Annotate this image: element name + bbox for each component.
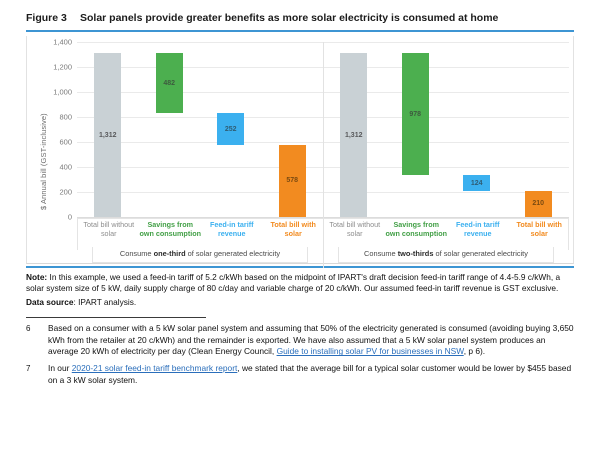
footnote-6: 6 Based on a consumer with a 5 kW solar … [26, 323, 574, 358]
x-axis-category-label: Savings from own consumption [385, 220, 448, 238]
footnote-link[interactable]: 2020-21 solar feed-in tariff benchmark r… [71, 363, 238, 373]
y-axis-title: $ Annual bill (GST-inclusive) [33, 0, 48, 210]
y-axis-title-label: $ Annual bill (GST-inclusive) [39, 113, 48, 210]
chart-bottom-divider [26, 266, 574, 268]
footnote-body: In our 2020-21 solar feed-in tariff benc… [48, 363, 574, 386]
figure-heading: Figure 3 Solar panels provide greater be… [0, 0, 600, 25]
data-source-label: Data source [26, 296, 74, 307]
category-label-band: Total bill without solar Savings from own… [77, 218, 569, 250]
x-axis-category-label: Feed-in tariff revenue [455, 220, 500, 238]
footnote-text-part2: , p 6). [463, 346, 486, 357]
footnote-separator [26, 317, 206, 319]
group-caption-band: Consume one-third of solar generated ele… [77, 242, 569, 263]
footnote-body: Based on a consumer with a 5 kW solar pa… [48, 323, 574, 358]
bar-blue: 124 [463, 175, 491, 191]
footnote-number: 6 [26, 324, 31, 334]
x-axis-category-label: Total bill with solar [516, 220, 562, 238]
figure-label: Figure 3 [26, 12, 67, 24]
chart-note: Note: In this example, we used a feed-in… [26, 272, 574, 295]
bar-green: 978 [401, 53, 429, 176]
footnote-text-part1: In our [48, 363, 72, 373]
y-axis-tick-label: 200 [59, 187, 72, 197]
plot-area: 0 200 400 600 800 1,000 1,200 1,400 1,312 482 252 5… [53, 38, 569, 268]
y-axis-tick-label: 400 [59, 162, 72, 172]
figure-title: Solar panels provide greater benefits as… [80, 12, 499, 24]
bar-blue: 252 [217, 113, 245, 145]
footnote-text-part1: Based on a consumer with a 5 kW solar pa… [48, 323, 574, 357]
y-axis-tick-label: 600 [59, 137, 72, 147]
bar-grey: 1,312 [340, 53, 368, 217]
bar-grey: 1,312 [94, 53, 122, 217]
footnote-text-part2: , we stated that the average bill for a … [48, 363, 572, 385]
y-axis-tick-label: 1,000 [53, 87, 72, 97]
group-caption: Consume one-third of solar generated ele… [91, 247, 309, 263]
data-source-text: : IPART analysis. [73, 296, 137, 307]
x-axis-category-label: Savings from own consumption [139, 220, 202, 238]
x-axis-category-label: Total bill with solar [270, 220, 316, 238]
footnote-7: 7 In our 2020-21 solar feed-in tariff be… [26, 363, 574, 386]
footnote-link[interactable]: Guide to installing solar PV for busines… [276, 346, 464, 357]
y-axis-tick-label: 800 [59, 112, 72, 122]
data-source: Data source: IPART analysis. [26, 297, 574, 308]
y-axis-tick-label: 0 [67, 212, 72, 222]
x-axis-category-label: Feed-in tariff revenue [209, 220, 254, 238]
bar-orange: 210 [524, 190, 552, 217]
note-text: In this example, we used a feed-in tarif… [26, 272, 561, 294]
x-axis-category-label: Total bill without solar [83, 220, 135, 238]
figure-chart: $ Annual bill (GST-inclusive) 0 200 400 600… [26, 32, 574, 268]
x-axis-category-label: Total bill without solar [329, 220, 381, 238]
note-label: Note: [26, 272, 48, 282]
bar-green: 482 [155, 53, 183, 114]
group-divider [323, 42, 324, 268]
header-divider [26, 30, 574, 32]
bar-orange: 578 [278, 144, 306, 217]
y-axis-tick-label: 1,200 [53, 62, 72, 72]
footnote-number: 7 [26, 364, 31, 373]
group-caption: Consume two-thirds of solar generated el… [337, 247, 555, 263]
y-axis-tick-label: 1,400 [53, 37, 72, 47]
chart-frame: $ Annual bill (GST-inclusive) 0 200 400 600… [26, 36, 574, 268]
